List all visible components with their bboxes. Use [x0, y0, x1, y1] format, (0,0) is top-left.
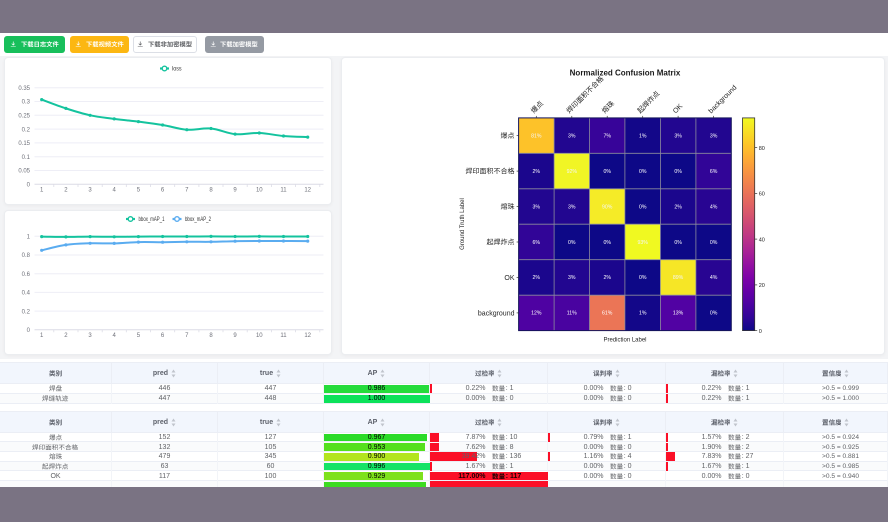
svg-text:0%: 0% — [639, 204, 647, 210]
svg-text:8: 8 — [209, 333, 213, 339]
svg-text:0.3: 0.3 — [21, 99, 30, 105]
svg-text:1: 1 — [40, 187, 44, 193]
svg-text:5: 5 — [136, 333, 140, 339]
svg-text:background: background — [478, 310, 515, 317]
svg-text:2%: 2% — [603, 275, 611, 281]
svg-text:9: 9 — [233, 187, 237, 193]
svg-text:OK: OK — [672, 102, 684, 114]
svg-text:81%: 81% — [531, 133, 542, 139]
svg-text:7: 7 — [185, 333, 189, 339]
svg-text:5: 5 — [136, 187, 140, 193]
svg-text:0%: 0% — [568, 239, 576, 245]
svg-text:0.35: 0.35 — [18, 85, 30, 91]
svg-text:Ground Truth Label: Ground Truth Label — [460, 198, 466, 250]
svg-text:4%: 4% — [710, 275, 718, 281]
svg-text:0%: 0% — [710, 239, 718, 245]
svg-text:0.6: 0.6 — [21, 272, 30, 278]
svg-text:7%: 7% — [603, 133, 611, 139]
svg-text:10: 10 — [255, 187, 262, 193]
svg-text:4: 4 — [112, 333, 116, 339]
svg-text:1%: 1% — [639, 310, 647, 316]
svg-text:0%: 0% — [639, 168, 647, 174]
svg-text:7: 7 — [185, 187, 189, 193]
svg-text:61%: 61% — [602, 310, 613, 316]
svg-text:Normalized Confusion Matrix: Normalized Confusion Matrix — [570, 68, 681, 77]
svg-text:bbox_mAP_1: bbox_mAP_1 — [138, 217, 164, 223]
svg-text:11: 11 — [280, 187, 287, 193]
svg-text:1: 1 — [26, 235, 30, 241]
svg-text:9: 9 — [233, 333, 237, 339]
svg-text:2%: 2% — [674, 204, 682, 210]
svg-text:6: 6 — [160, 187, 164, 193]
svg-text:0.8: 0.8 — [21, 253, 30, 259]
svg-text:3%: 3% — [568, 204, 576, 210]
svg-text:13%: 13% — [673, 310, 684, 316]
svg-text:0%: 0% — [674, 239, 682, 245]
svg-text:6%: 6% — [710, 168, 718, 174]
svg-text:93%: 93% — [638, 239, 649, 245]
svg-text:3: 3 — [88, 187, 92, 193]
svg-text:0.4: 0.4 — [21, 291, 30, 297]
svg-text:0.05: 0.05 — [18, 168, 30, 174]
svg-text:0: 0 — [759, 328, 762, 334]
svg-text:3%: 3% — [674, 133, 682, 139]
svg-text:3%: 3% — [568, 133, 576, 139]
svg-text:40: 40 — [759, 237, 765, 243]
svg-text:90%: 90% — [602, 204, 613, 210]
svg-text:8: 8 — [209, 187, 213, 193]
svg-text:11%: 11% — [567, 310, 577, 316]
svg-text:background: background — [708, 84, 739, 115]
svg-text:1: 1 — [40, 333, 44, 339]
svg-text:4%: 4% — [710, 204, 718, 210]
svg-text:60: 60 — [759, 191, 765, 197]
svg-text:3%: 3% — [710, 133, 718, 139]
svg-text:2%: 2% — [533, 275, 541, 281]
svg-text:0.2: 0.2 — [21, 309, 30, 315]
svg-text:12%: 12% — [531, 310, 542, 316]
svg-text:Prediction Label: Prediction Label — [603, 337, 646, 343]
svg-text:loss: loss — [172, 66, 182, 72]
svg-text:80: 80 — [759, 145, 765, 151]
svg-text:3%: 3% — [568, 275, 576, 281]
svg-text:6%: 6% — [533, 239, 541, 245]
svg-text:OK: OK — [504, 274, 514, 281]
svg-text:0.25: 0.25 — [18, 113, 30, 119]
svg-text:12: 12 — [304, 333, 311, 339]
svg-text:0%: 0% — [674, 168, 682, 174]
svg-text:2: 2 — [64, 187, 68, 193]
svg-text:1%: 1% — [639, 133, 647, 139]
svg-text:11: 11 — [280, 333, 287, 339]
svg-text:3%: 3% — [533, 204, 541, 210]
svg-text:0%: 0% — [603, 168, 611, 174]
svg-text:0.15: 0.15 — [18, 141, 30, 147]
svg-text:2: 2 — [64, 333, 68, 339]
svg-text:6: 6 — [160, 333, 164, 339]
svg-text:4: 4 — [112, 187, 116, 193]
svg-text:10: 10 — [255, 333, 262, 339]
svg-text:bbox_mAP_2: bbox_mAP_2 — [185, 217, 211, 223]
svg-text:0: 0 — [26, 182, 30, 188]
svg-text:0: 0 — [26, 328, 30, 334]
svg-text:0%: 0% — [710, 310, 718, 316]
svg-text:12: 12 — [304, 187, 311, 193]
svg-text:0.1: 0.1 — [21, 154, 30, 160]
svg-text:0%: 0% — [639, 275, 647, 281]
svg-text:0.2: 0.2 — [21, 127, 30, 133]
svg-text:89%: 89% — [673, 275, 684, 281]
svg-text:3: 3 — [88, 333, 92, 339]
svg-text:0%: 0% — [603, 239, 611, 245]
svg-text:20: 20 — [759, 283, 765, 289]
svg-text:2%: 2% — [533, 168, 541, 174]
svg-text:92%: 92% — [567, 168, 578, 174]
